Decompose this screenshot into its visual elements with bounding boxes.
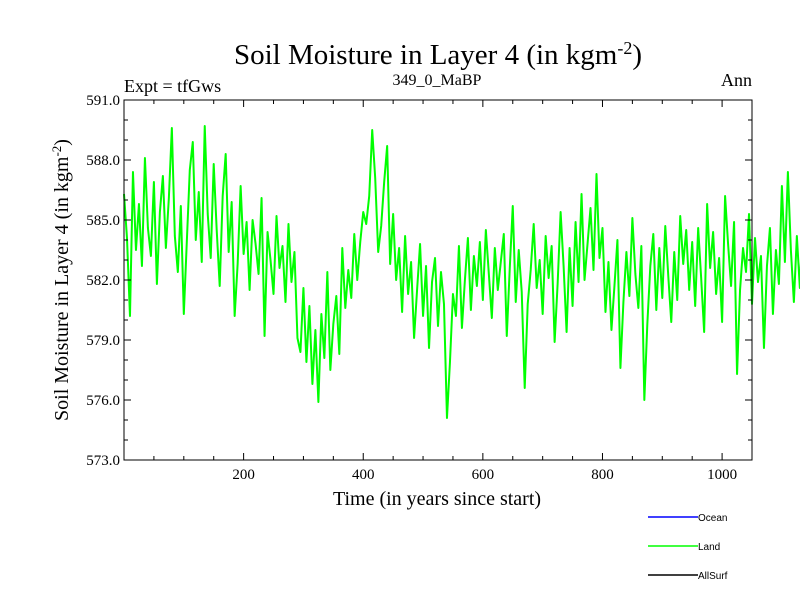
ticks-group: 200 400 600 800 1000 573.0 576.0 579.0 582.0 585.…: [86, 93, 752, 483]
y-tick-label: 585.0: [86, 213, 120, 229]
chart-title-close: ): [632, 39, 642, 71]
subtitle-right: Ann: [721, 70, 752, 90]
series-line-land: [124, 126, 800, 422]
y-tick-label: 582.0: [86, 273, 120, 289]
legend-label-allsurf: AllSurf: [698, 571, 728, 582]
x-tick-label: 800: [591, 467, 614, 483]
y-tick-label: 579.0: [86, 333, 120, 349]
subtitle-center: 349_0_MaBP: [393, 72, 482, 89]
y-tick-label: 588.0: [86, 153, 120, 169]
x-axis-label: Time (in years since start): [333, 488, 541, 510]
chart-title-main: Soil Moisture in Layer 4 (in kgm: [234, 39, 618, 71]
legend: Ocean Land AllSurf: [648, 513, 728, 582]
legend-label-ocean: Ocean: [698, 513, 727, 524]
chart: Soil Moisture in Layer 4 (in kgm-2) Expt…: [0, 0, 800, 600]
x-tick-label: 1000: [707, 467, 737, 483]
subtitle-left: Expt = tfGws: [124, 76, 221, 96]
y-axis-label-close: ): [51, 139, 73, 146]
legend-label-land: Land: [698, 542, 720, 553]
x-tick-label: 600: [472, 467, 495, 483]
chart-title: Soil Moisture in Layer 4 (in kgm-2): [234, 38, 642, 71]
y-tick-label: 573.0: [86, 453, 120, 469]
series-group: [124, 126, 800, 422]
chart-title-sup: -2: [617, 38, 632, 58]
y-axis-label-sup: -2: [49, 146, 64, 157]
y-tick-label: 591.0: [86, 93, 120, 109]
x-tick-label: 200: [232, 467, 255, 483]
x-tick-label: 400: [352, 467, 375, 483]
y-tick-label: 576.0: [86, 393, 120, 409]
y-axis-label-main: Soil Moisture in Layer 4 (in kgm: [51, 156, 73, 421]
y-axis-label: Soil Moisture in Layer 4 (in kgm-2): [49, 139, 74, 421]
